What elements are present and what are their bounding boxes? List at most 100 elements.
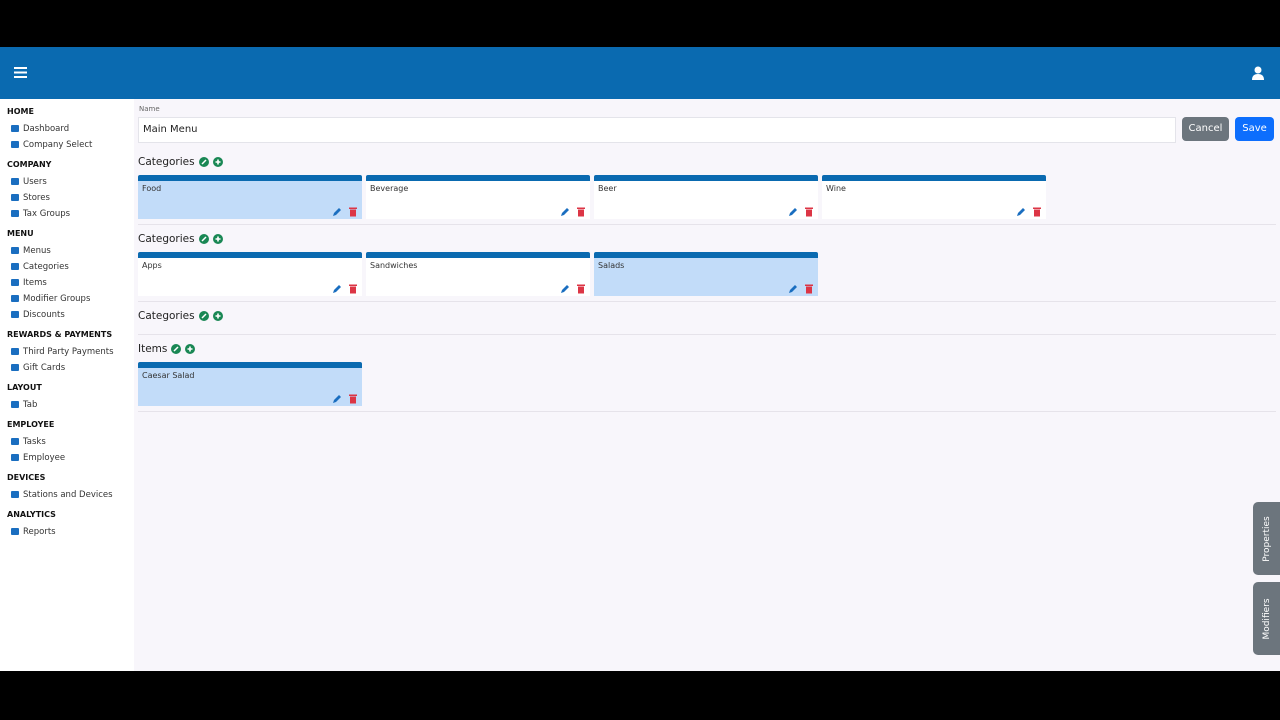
group: Categories <box>138 309 1276 335</box>
side-tab[interactable]: Properties <box>1253 502 1280 575</box>
nav-label: Employee <box>23 453 66 463</box>
user-button[interactable] <box>1252 66 1264 80</box>
edit-icon[interactable] <box>560 284 570 294</box>
nav-label: Third Party Payments <box>23 347 114 357</box>
nav-label: Users <box>23 177 47 187</box>
section-title: EMPLOYEE <box>7 420 55 429</box>
group-title: Categories <box>138 309 1276 323</box>
nav-label: Menus <box>23 246 51 256</box>
group-title: Categories <box>138 155 1276 169</box>
nav-item[interactable]: Menus <box>11 246 51 256</box>
nav-item[interactable]: Stations and Devices <box>11 490 113 500</box>
link-icon[interactable] <box>198 157 209 167</box>
card[interactable]: Sandwiches <box>366 252 590 296</box>
card[interactable]: Beverage <box>366 175 590 219</box>
link-icon[interactable] <box>171 344 182 354</box>
sidebar: HOME Dashboard Company Select COMPANY Users S… <box>0 99 134 671</box>
cards: Apps Sandwiches Salads <box>138 252 1276 296</box>
section-title: HOME <box>7 107 34 116</box>
nav-item[interactable]: Tax Groups <box>11 209 70 219</box>
card-label: Wine <box>826 184 846 193</box>
link-icon[interactable] <box>198 234 209 244</box>
nav-item[interactable]: Third Party Payments <box>11 347 114 357</box>
group-title: Items <box>138 342 1276 356</box>
delete-icon[interactable] <box>576 284 586 294</box>
nav-label: Gift Cards <box>23 363 66 373</box>
delete-icon[interactable] <box>804 207 814 217</box>
nav-item[interactable]: Stores <box>11 193 50 203</box>
edit-icon[interactable] <box>788 284 798 294</box>
nav-label: Stations and Devices <box>23 490 113 500</box>
name-input[interactable]: Main Menu <box>138 117 1176 143</box>
delete-icon[interactable] <box>1032 207 1042 217</box>
nav-label: Stores <box>23 193 50 203</box>
card-label: Caesar Salad <box>142 371 195 380</box>
edit-icon[interactable] <box>1016 207 1026 217</box>
nav-item[interactable]: Reports <box>11 527 56 537</box>
edit-icon[interactable] <box>332 207 342 217</box>
nav-item[interactable]: Company Select <box>11 140 92 150</box>
side-tab[interactable]: Modifiers <box>1253 582 1280 655</box>
nav-item[interactable]: Users <box>11 177 47 187</box>
side-tab-label: Modifiers <box>1261 597 1272 640</box>
group-label: Categories <box>138 233 195 245</box>
add-icon[interactable] <box>212 311 223 321</box>
card[interactable]: Caesar Salad <box>138 362 362 406</box>
nav-item[interactable]: Tab <box>11 400 37 410</box>
cards: Food Beverage Beer Wine <box>138 175 1276 219</box>
cards: Caesar Salad <box>138 362 1276 406</box>
section-title: COMPANY <box>7 160 52 169</box>
nav-item[interactable]: Items <box>11 278 47 288</box>
nav-label: Items <box>23 278 47 288</box>
section-title: ANALYTICS <box>7 510 56 519</box>
section-title: DEVICES <box>7 473 46 482</box>
group-label: Items <box>138 343 168 355</box>
nav-item[interactable]: Gift Cards <box>11 363 65 373</box>
cancel-button[interactable]: Cancel <box>1182 117 1229 141</box>
nav-item[interactable]: Categories <box>11 262 69 272</box>
section-title: REWARDS & PAYMENTS <box>7 330 113 339</box>
side-tab-label: Properties <box>1261 515 1272 562</box>
card[interactable]: Apps <box>138 252 362 296</box>
card-label: Apps <box>142 261 162 270</box>
delete-icon[interactable] <box>576 207 586 217</box>
save-button[interactable]: Save <box>1235 117 1274 141</box>
card-label: Beverage <box>370 184 409 193</box>
group: Items Caesar Salad <box>138 342 1276 412</box>
link-icon[interactable] <box>198 311 209 321</box>
delete-icon[interactable] <box>348 207 358 217</box>
nav-label: Modifier Groups <box>23 294 91 304</box>
edit-icon[interactable] <box>332 394 342 404</box>
delete-icon[interactable] <box>348 394 358 404</box>
nav-label: Reports <box>23 527 56 537</box>
card[interactable]: Food <box>138 175 362 219</box>
group-label: Categories <box>138 310 195 322</box>
delete-icon[interactable] <box>348 284 358 294</box>
edit-icon[interactable] <box>788 207 798 217</box>
nav-label: Discounts <box>23 310 65 320</box>
menu-toggle[interactable] <box>14 67 27 78</box>
delete-icon[interactable] <box>804 284 814 294</box>
card[interactable]: Wine <box>822 175 1046 219</box>
card-label: Sandwiches <box>370 261 418 270</box>
add-icon[interactable] <box>212 157 223 167</box>
nav-item[interactable]: Modifier Groups <box>11 294 90 304</box>
name-label: Name <box>139 105 160 113</box>
card[interactable]: Salads <box>594 252 818 296</box>
nav-label: Categories <box>23 262 69 272</box>
card[interactable]: Beer <box>594 175 818 219</box>
main: Name Main Menu Cancel Save Categories Foo… <box>134 99 1280 671</box>
nav-label: Tasks <box>23 437 46 447</box>
edit-icon[interactable] <box>560 207 570 217</box>
nav-item[interactable]: Discounts <box>11 310 65 320</box>
top-bar <box>0 47 1280 99</box>
add-icon[interactable] <box>185 344 196 354</box>
group-title: Categories <box>138 232 1276 246</box>
edit-icon[interactable] <box>332 284 342 294</box>
add-icon[interactable] <box>212 234 223 244</box>
nav-item[interactable]: Employee <box>11 453 65 463</box>
nav-item[interactable]: Dashboard <box>11 124 69 134</box>
nav-label: Dashboard <box>23 124 70 134</box>
nav-item[interactable]: Tasks <box>11 437 46 447</box>
